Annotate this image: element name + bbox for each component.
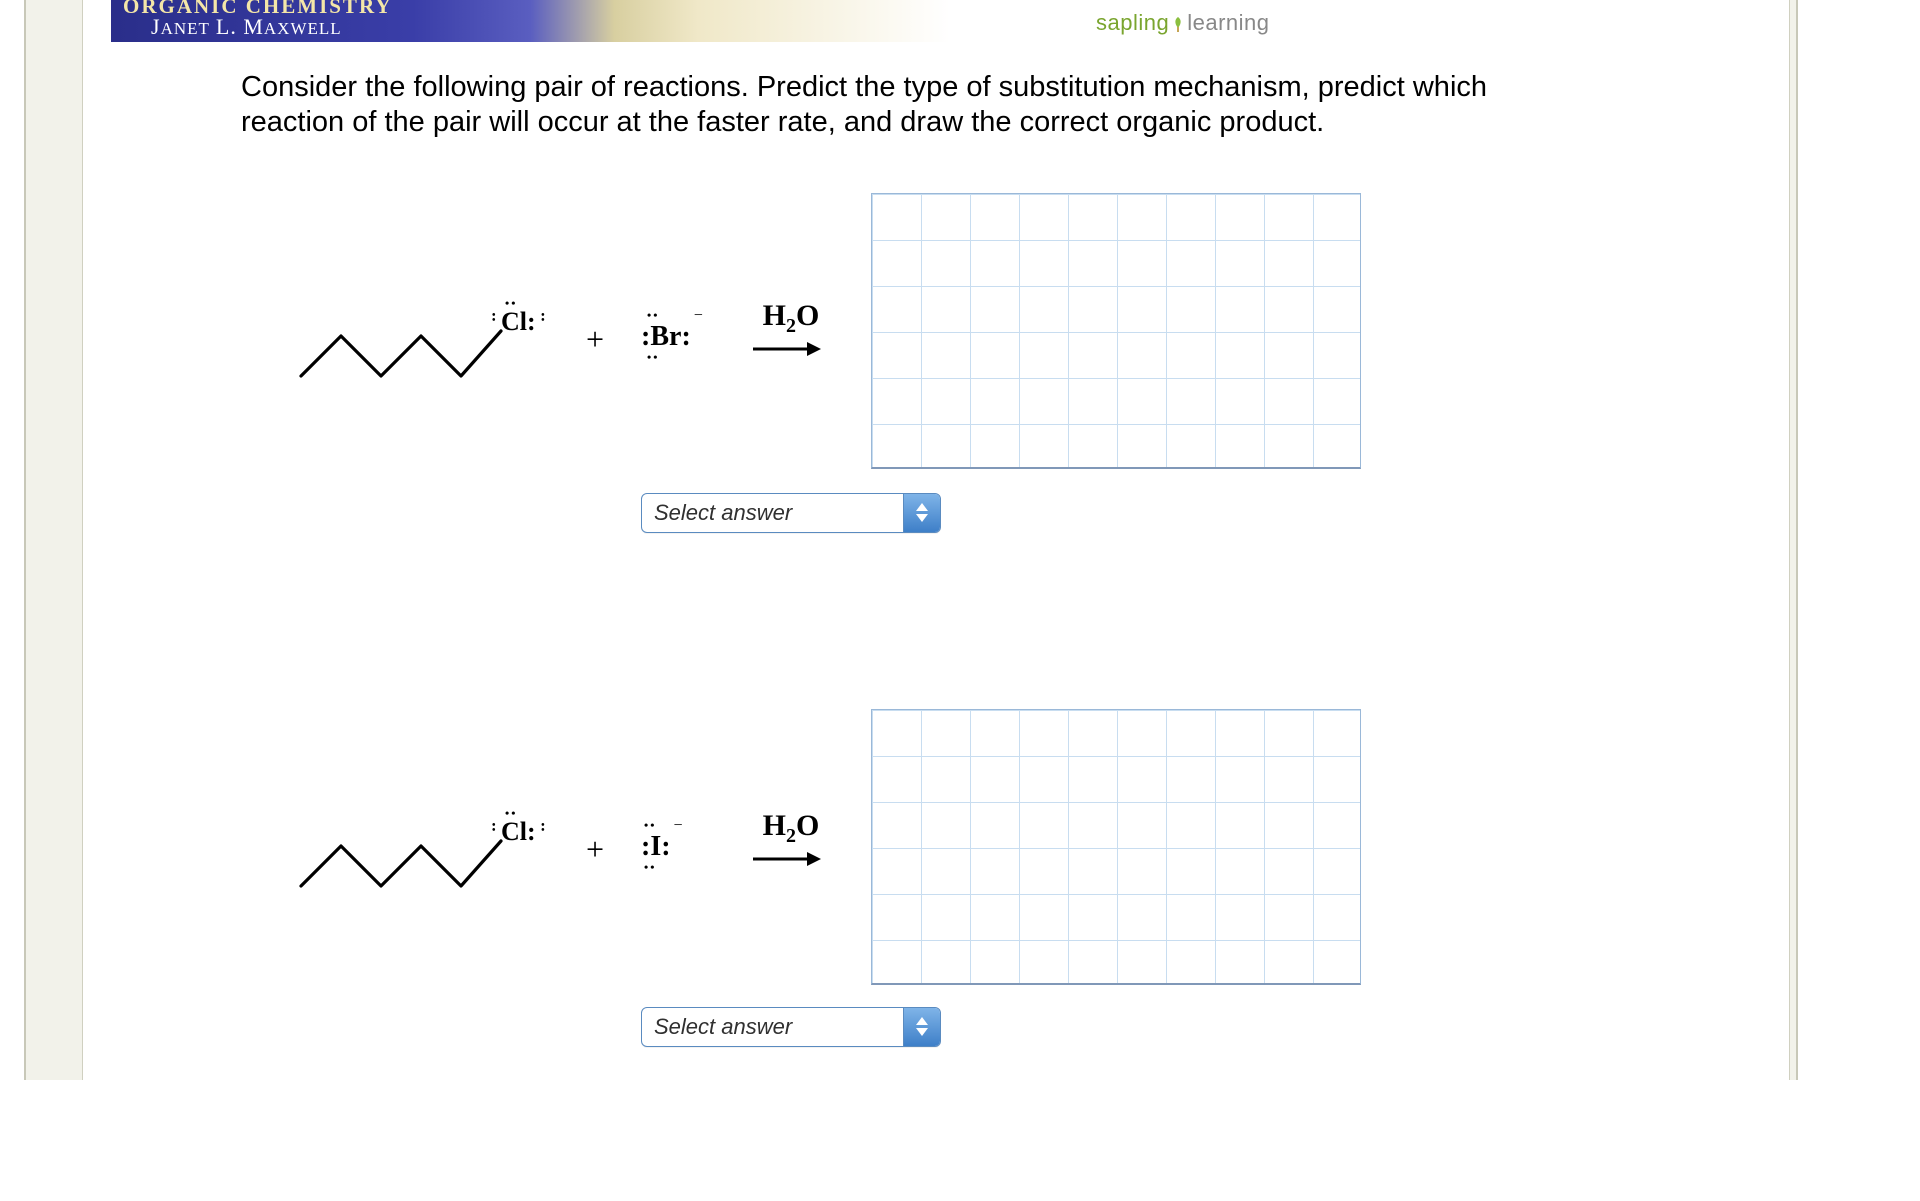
question-content: Consider the following pair of reactions… xyxy=(111,42,1789,1201)
select-placeholder-2: Select answer xyxy=(642,1008,903,1046)
solvent-label-2: H2O xyxy=(751,809,831,848)
sapling-brand: sapling learning xyxy=(1096,10,1270,36)
select-placeholder-1: Select answer xyxy=(642,494,903,532)
substrate-1: •• •• •• Cl: xyxy=(291,301,531,391)
chevron-down-icon xyxy=(916,1028,928,1036)
substrate-2: •• •• •• Cl: xyxy=(291,811,531,901)
question-text: Consider the following pair of reactions… xyxy=(241,70,1501,141)
nucleophile-1: •• •• :Br: − xyxy=(641,321,691,353)
select-stepper-1[interactable] xyxy=(903,494,940,532)
plus-sign-1: + xyxy=(586,321,604,358)
reaction-row-2: •• •• •• Cl: + •• •• :I: − xyxy=(241,691,1737,1011)
reaction-row-1: •• •• •• Cl: + •• •• :Br: − xyxy=(241,181,1737,501)
book-author: JANET L. MAXWELL xyxy=(151,14,342,40)
leaving-group-2: Cl xyxy=(501,817,527,846)
leaf-icon xyxy=(1170,12,1186,28)
reaction-arrow-1 xyxy=(751,339,823,359)
brand-word-1: sapling xyxy=(1096,10,1169,35)
nucleophile-2: •• •• :I: − xyxy=(641,831,671,863)
mechanism-select-1[interactable]: Select answer xyxy=(641,493,941,533)
textbook-banner: ORGANIC CHEMISTRY JANET L. MAXWELL sapli… xyxy=(111,0,1789,42)
reaction-arrow-2 xyxy=(751,849,823,869)
chevron-up-icon xyxy=(916,503,928,511)
drawing-canvas-2[interactable] xyxy=(871,709,1361,985)
content-frame: ORGANIC CHEMISTRY JANET L. MAXWELL sapli… xyxy=(82,0,1790,1080)
mechanism-select-2[interactable]: Select answer xyxy=(641,1007,941,1047)
chevron-up-icon xyxy=(916,1017,928,1025)
plus-sign-2: + xyxy=(586,831,604,868)
solvent-label-1: H2O xyxy=(751,299,831,338)
leaving-group-1: Cl xyxy=(501,307,527,336)
chevron-down-icon xyxy=(916,514,928,522)
brand-word-2: learning xyxy=(1187,10,1269,35)
drawing-canvas-1[interactable] xyxy=(871,193,1361,469)
outer-frame: ORGANIC CHEMISTRY JANET L. MAXWELL sapli… xyxy=(24,0,1798,1080)
select-stepper-2[interactable] xyxy=(903,1008,940,1046)
